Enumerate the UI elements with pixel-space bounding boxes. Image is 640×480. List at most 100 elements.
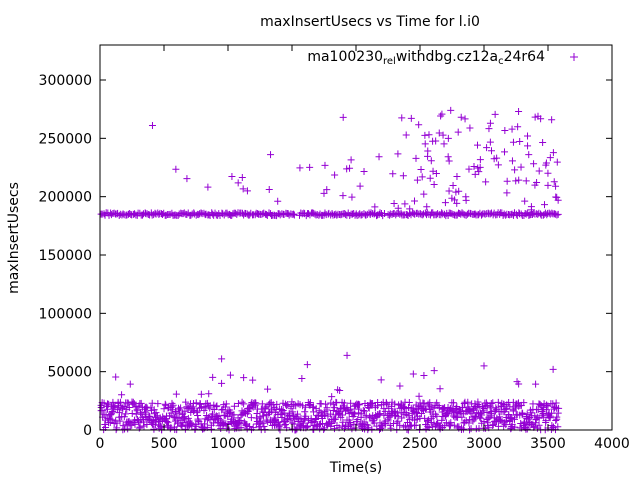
data-point [359, 407, 367, 415]
data-point [542, 419, 550, 427]
data-point [140, 422, 148, 430]
data-point [238, 173, 246, 181]
data-point [449, 182, 457, 190]
data-point [398, 114, 406, 122]
data-point [116, 417, 124, 425]
data-point [188, 420, 196, 428]
y-tick-label: 100000 [39, 306, 92, 322]
data-point [517, 163, 525, 171]
data-point [346, 164, 354, 172]
data-point [290, 210, 298, 218]
y-tick-label: 0 [83, 423, 92, 439]
data-point [491, 110, 499, 118]
legend-subscript: rel [383, 56, 396, 67]
data-point [480, 362, 488, 370]
data-point [426, 399, 434, 407]
legend-text-part: withdbg.cz12a [396, 49, 498, 65]
data-point [475, 211, 483, 219]
data-point [148, 122, 156, 129]
data-point [328, 393, 336, 401]
data-point [166, 425, 174, 433]
data-point [226, 371, 234, 379]
data-point [339, 113, 347, 121]
data-point [554, 210, 562, 218]
x-axis-ticks: 0 500 1000 1500 2000 2500 3000 3500 4000 [96, 45, 630, 452]
data-point [466, 124, 474, 132]
data-point [536, 400, 544, 408]
data-point [541, 201, 549, 209]
data-point [126, 380, 134, 388]
data-point [542, 159, 550, 167]
data-point [473, 141, 481, 149]
data-point [243, 187, 251, 195]
data-point [433, 412, 441, 420]
data-point [399, 172, 407, 180]
data-point [552, 182, 560, 190]
data-point [289, 408, 297, 416]
data-point [438, 209, 446, 217]
data-point [360, 167, 368, 175]
data-point [525, 151, 533, 159]
data-point [360, 407, 368, 415]
data-point [303, 361, 311, 369]
data-point [428, 423, 436, 431]
data-point [282, 402, 290, 410]
data-point [265, 186, 273, 194]
data-point [444, 134, 452, 142]
data-point [483, 144, 491, 152]
data-point [345, 416, 353, 424]
x-tick-label: 3500 [530, 436, 566, 452]
data-point [246, 405, 254, 413]
data-point [494, 161, 502, 169]
data-point [437, 112, 445, 120]
data-point [240, 409, 248, 417]
data-point [218, 355, 226, 363]
legend-subscript: c [498, 56, 504, 67]
chart-title: maxInsertUsecs vs Time for l.i0 [260, 14, 480, 30]
data-point [475, 168, 483, 176]
legend-label: ma100230relwithdbg.cz12ac24r64 [307, 49, 545, 67]
data-point [347, 421, 355, 429]
data-point [152, 409, 160, 417]
data-point [460, 399, 468, 407]
data-point [450, 421, 458, 429]
legend-marker-plus [570, 53, 578, 61]
data-point [390, 200, 398, 208]
data-point [447, 106, 455, 114]
data-point [485, 413, 493, 421]
data-point [336, 386, 344, 394]
data-point [515, 380, 523, 388]
data-point [128, 410, 136, 418]
data-point [394, 204, 402, 212]
data-point [278, 413, 286, 421]
data-point [533, 413, 541, 421]
data-point [109, 408, 117, 416]
data-point [124, 399, 132, 407]
data-point [327, 410, 335, 418]
data-point [478, 411, 486, 419]
data-point [439, 131, 447, 139]
data-point [302, 403, 310, 411]
x-axis-label: Time(s) [329, 460, 382, 476]
data-point [172, 165, 180, 173]
data-point [209, 419, 217, 427]
data-point [161, 400, 169, 408]
data-point [205, 390, 213, 398]
data-point [338, 411, 346, 419]
data-point [552, 399, 560, 407]
data-point [535, 167, 543, 175]
data-point [271, 415, 279, 423]
data-point [535, 414, 543, 422]
data-point [475, 402, 483, 410]
data-point [206, 402, 214, 410]
data-point [160, 405, 168, 413]
y-tick-label: 300000 [39, 73, 92, 89]
data-point [196, 400, 204, 408]
data-point [303, 423, 311, 431]
data-point [482, 178, 490, 186]
data-point [476, 156, 484, 164]
data-point [412, 421, 420, 429]
data-point [233, 210, 241, 218]
data-point [514, 123, 522, 131]
data-point [493, 154, 501, 162]
